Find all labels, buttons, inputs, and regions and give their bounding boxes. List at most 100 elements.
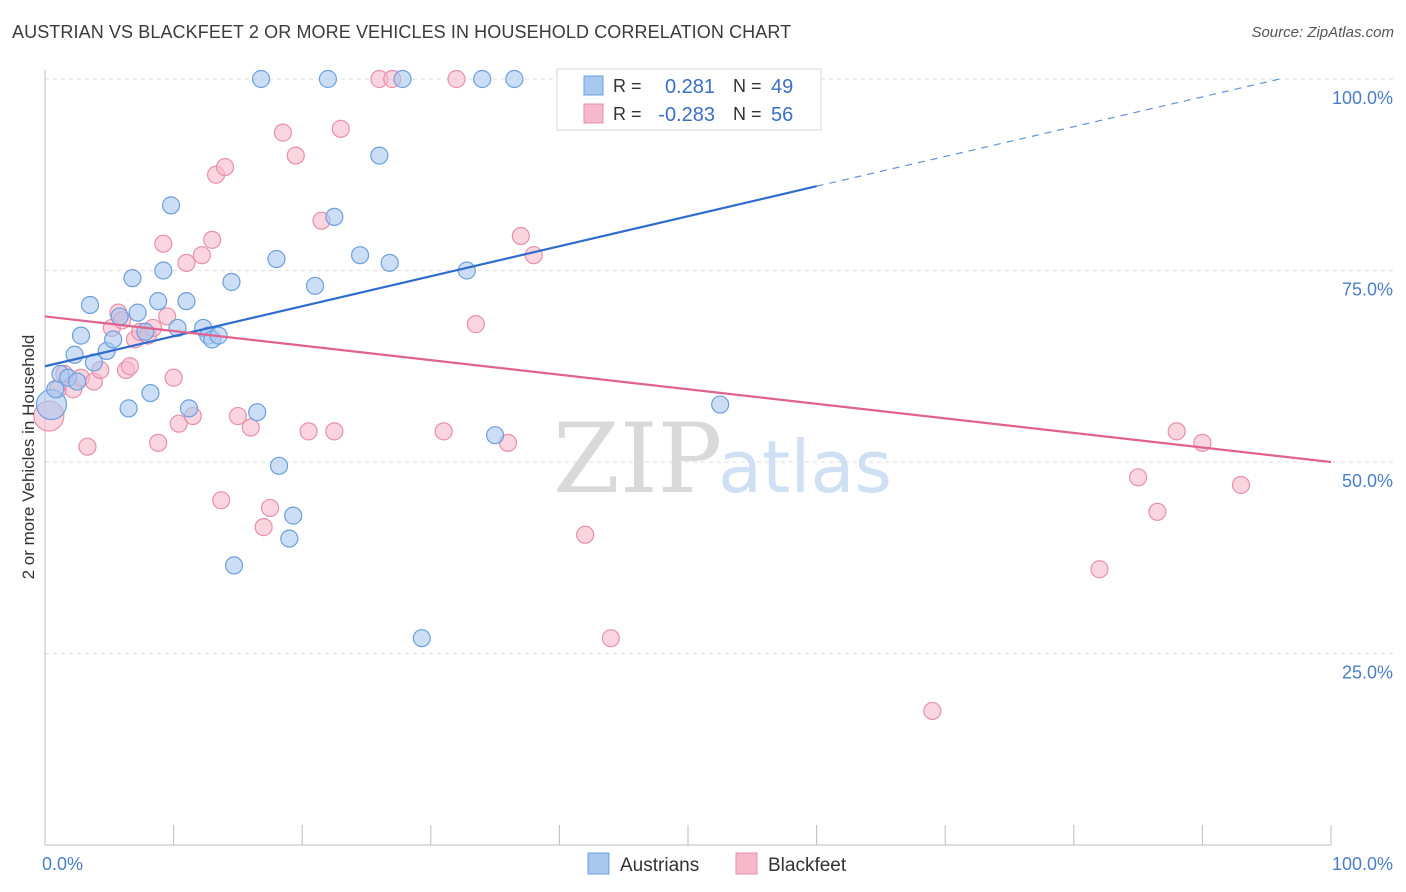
blackfeet-point-29 (228, 406, 247, 426)
blackfeet-point-47 (576, 525, 595, 544)
stats-r-value-blackfeet: -0.283 (658, 104, 715, 126)
austrians-point-39 (370, 146, 389, 165)
blackfeet-point-31 (254, 518, 273, 537)
blackfeet-point-50 (1090, 560, 1109, 579)
stats-n-label-austrians: N = (733, 76, 762, 96)
series-legend: Austrians Blackfeet (587, 852, 847, 876)
blackfeet-point-24 (192, 246, 211, 265)
chart-source: Source: ZipAtlas.com (1251, 24, 1394, 41)
blackfeet-point-53 (1167, 422, 1186, 441)
blackfeet-point-12 (120, 357, 139, 376)
stats-legend: R = 0.281 N = 49 R = -0.283 N = 56 (556, 68, 822, 131)
austrians-point-18 (154, 261, 173, 280)
blackfeet-point-43 (466, 315, 485, 334)
austrians-point-41 (393, 69, 412, 89)
austrians-point-28 (224, 556, 244, 575)
austrians-point-11 (110, 307, 129, 326)
austrians-point-36 (318, 69, 338, 89)
blackfeet-point-21 (169, 414, 188, 433)
austrians-points (35, 69, 730, 648)
blackfeet-point-5 (78, 437, 97, 456)
austrians-point-13 (123, 269, 142, 288)
austrians-point-10 (104, 330, 123, 349)
blackfeet-point-35 (299, 422, 318, 441)
blackfeet-point-37 (325, 422, 344, 441)
austrians-point-29 (248, 403, 267, 422)
austrians-trend-extension (816, 78, 1280, 187)
trend-lines (44, 78, 1332, 464)
blackfeet-point-22 (177, 253, 196, 272)
austrians-point-6 (71, 326, 91, 345)
blackfeet-point-51 (1128, 468, 1148, 487)
blackfeet-point-49 (923, 701, 942, 721)
austrians-point-15 (136, 322, 155, 341)
austrians-point-42 (412, 629, 431, 648)
y-tick-labels: 25.0% 50.0% 75.0% 100.0% (1332, 88, 1393, 683)
austrians-point-16 (141, 383, 160, 403)
austrians-point-43 (457, 261, 476, 280)
blackfeet-point-19 (158, 307, 177, 326)
austrians-point-34 (284, 506, 303, 525)
x-tick-label-max: 100.0% (1332, 854, 1393, 874)
blackfeet-point-18 (154, 234, 173, 253)
blackfeet-point-30 (241, 418, 260, 437)
blackfeet-point-38 (331, 119, 350, 138)
blackfeet-point-45 (511, 226, 530, 246)
y-tick-label-50: 50.0% (1342, 471, 1393, 491)
austrians-point-17 (149, 292, 168, 311)
austrians-point-33 (280, 529, 299, 548)
blackfeet-point-41 (434, 422, 453, 441)
blackfeet-point-33 (273, 123, 293, 142)
blackfeet-point-28 (215, 157, 235, 177)
austrians-point-31 (267, 249, 286, 269)
blackfeet-point-32 (260, 498, 280, 518)
austrians-point-4 (68, 372, 87, 391)
blackfeet-point-46 (524, 246, 543, 265)
austrians-trend-line (44, 185, 817, 368)
blackfeet-point-27 (212, 491, 231, 510)
austrians-point-12 (119, 399, 138, 418)
blackfeet-point-55 (1231, 475, 1251, 495)
stats-r-label-austrians: R = (613, 76, 642, 96)
stats-n-value-blackfeet: 56 (771, 104, 793, 126)
chart-title: AUSTRIAN VS BLACKFEET 2 OR MORE VEHICLES… (12, 22, 792, 42)
austrians-point-22 (179, 399, 199, 418)
blackfeet-point-34 (286, 146, 305, 165)
austrians-point-14 (128, 303, 147, 322)
blackfeet-point-20 (164, 368, 183, 387)
austrians-point-21 (177, 292, 196, 311)
x-axis-ticks (44, 825, 1332, 845)
legend-swatch-austrians (587, 852, 610, 875)
y-tick-label-25: 25.0% (1342, 663, 1393, 683)
watermark-atlas: atlas (718, 425, 892, 509)
austrians-point-35 (305, 276, 325, 295)
x-tick-label-min: 0.0% (42, 854, 83, 874)
austrians-point-48 (711, 395, 730, 414)
stats-legend-swatch-austrians (583, 75, 604, 96)
austrians-point-46 (505, 69, 524, 89)
blackfeet-point-48 (601, 629, 620, 648)
austrians-point-44 (473, 69, 492, 89)
stats-n-value-austrians: 49 (771, 76, 793, 98)
austrians-point-38 (350, 246, 370, 265)
legend-swatch-blackfeet (735, 852, 758, 875)
legend-label-austrians: Austrians (620, 855, 699, 876)
austrians-point-30 (251, 69, 271, 89)
austrians-point-37 (325, 207, 344, 226)
y-axis-label: 2 or more Vehicles in Household (19, 335, 38, 580)
blackfeet-points (33, 69, 1251, 721)
watermark-zip: ZIP (553, 403, 722, 515)
blackfeet-point-17 (149, 433, 168, 452)
stats-legend-swatch-blackfeet (583, 103, 604, 124)
austrians-point-19 (161, 196, 181, 215)
legend-label-blackfeet: Blackfeet (768, 855, 847, 876)
y-tick-label-75: 75.0% (1342, 280, 1393, 300)
austrians-point-40 (380, 253, 399, 272)
grid-lines (45, 78, 1395, 654)
blackfeet-trend-line (44, 315, 1332, 464)
y-tick-label-100: 100.0% (1332, 88, 1393, 108)
stats-n-label-blackfeet: N = (733, 104, 762, 124)
blackfeet-point-42 (447, 69, 466, 89)
austrians-point-8 (80, 295, 100, 315)
